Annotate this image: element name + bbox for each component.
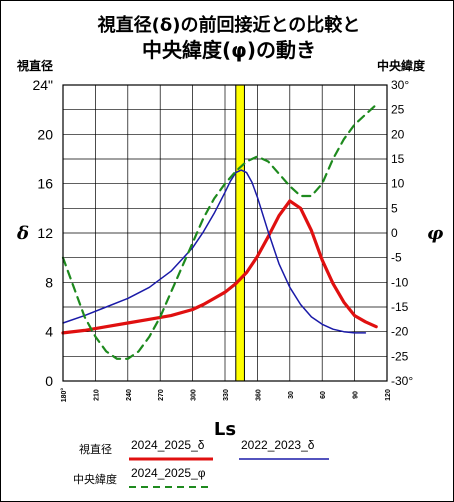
left-tick-label: 4 (45, 324, 53, 340)
x-tick-label: 120 (385, 389, 392, 401)
x-axis-label: Ls (214, 419, 236, 440)
right-tick-label: 25 (391, 103, 405, 117)
right-tick-label: -5 (391, 251, 402, 265)
legend-group-delta: 視直径 (79, 442, 112, 456)
left-tick-labels: 0 4 8 12 16 20 24" (32, 77, 53, 389)
x-tick-label: 180° (60, 388, 68, 403)
series-line-2024_2025_φ (61, 103, 378, 360)
right-tick-label: 30° (391, 78, 409, 92)
right-tick-labels: -30° -25 -20 -15 -10 -5 0 5 10 15 20 25 30° (391, 78, 413, 388)
left-tick-label: 12 (37, 225, 53, 241)
plot-grid (62, 84, 388, 382)
left-tick-label: 8 (45, 274, 53, 290)
right-tick-label: 20 (391, 127, 405, 141)
x-tick-label: 300 (191, 389, 198, 401)
legend-group-phi: 中央緯度 (73, 472, 117, 486)
x-tick-label: 90 (353, 391, 360, 399)
plot-axes (62, 84, 388, 382)
x-tick-label: 240 (126, 389, 133, 401)
legend-series-2024-phi: 2024_2025_φ (131, 466, 206, 480)
right-tick-label: -20 (391, 325, 409, 339)
x-tick-labels: 180° 210 240 270 300 330 360 30 60 90 120 (60, 388, 392, 403)
right-tick-label: -30° (391, 374, 413, 388)
highlight-band-layer (235, 85, 245, 381)
series-layer (61, 103, 378, 360)
left-axis-title: 視直径 (16, 58, 53, 73)
right-tick-label: -15 (391, 300, 409, 314)
x-tick-label: 30 (288, 391, 295, 399)
right-axis-title: 中央緯度 (377, 58, 426, 73)
left-tick-label: 20 (37, 126, 53, 142)
left-axis-symbol: δ (16, 223, 29, 244)
legend-series-2024-delta: 2024_2025_δ (131, 438, 205, 452)
x-tick-label: 270 (158, 389, 165, 401)
series-line-2024_2025_δ (61, 199, 378, 335)
x-tick-label: 60 (320, 391, 327, 399)
left-tick-label: 0 (45, 373, 53, 389)
chart-title-line1: 視直径(δ)の前回接近との比較と (97, 14, 361, 36)
right-tick-label: -10 (391, 275, 409, 289)
x-tick-label: 210 (93, 389, 100, 401)
x-tick-label: 360 (255, 389, 262, 401)
right-tick-label: 5 (391, 201, 398, 215)
series-line-2022_2023_δ (62, 169, 367, 334)
right-tick-label: 10 (391, 177, 405, 191)
x-tick-label: 330 (223, 389, 230, 401)
highlight-band (235, 85, 245, 381)
left-tick-label: 16 (37, 176, 53, 192)
left-tick-label: 24" (32, 77, 53, 93)
legend-series-2022-delta: 2022_2023_δ (241, 438, 315, 452)
right-axis-symbol: φ (427, 223, 444, 244)
right-tick-label: 0 (391, 226, 398, 240)
plot-border (62, 84, 388, 382)
chart-title-line2: 中央緯度(φ)の動き (142, 38, 316, 62)
right-tick-label: -25 (391, 349, 409, 363)
right-tick-label: 15 (391, 152, 405, 166)
